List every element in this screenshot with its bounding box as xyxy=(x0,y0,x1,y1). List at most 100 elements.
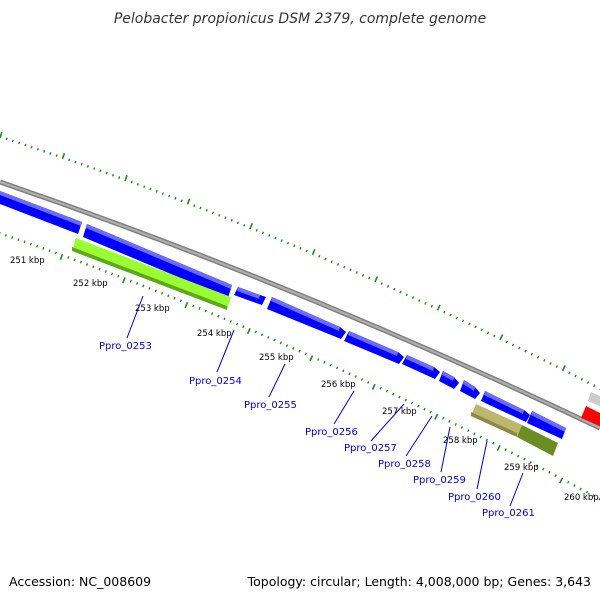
minor-tick xyxy=(110,272,114,276)
inner-tick-ring xyxy=(0,232,600,501)
minor-tick xyxy=(235,322,239,326)
minor-tick xyxy=(554,474,557,478)
feature-ppro-0261[interactable] xyxy=(517,425,558,456)
minor-tick xyxy=(236,221,240,225)
minor-tick xyxy=(304,352,307,356)
minor-tick xyxy=(324,257,327,261)
major-tick xyxy=(309,355,314,362)
major-tick xyxy=(558,477,564,484)
minor-tick xyxy=(42,247,45,250)
minor-tick xyxy=(218,213,221,217)
minor-tick xyxy=(142,284,145,288)
gene-label-ppro-0255[interactable]: Ppro_0255 xyxy=(244,400,297,411)
minor-tick xyxy=(217,314,220,318)
gene-block[interactable] xyxy=(588,392,600,406)
gene-label-ppro-0259[interactable]: Ppro_0259 xyxy=(413,475,466,486)
minor-tick xyxy=(504,448,507,452)
gene-label-ppro-0258[interactable]: Ppro_0258 xyxy=(378,459,431,470)
minor-tick xyxy=(555,365,558,369)
minor-tick xyxy=(541,467,545,471)
minor-tick xyxy=(460,426,464,429)
minor-tick xyxy=(354,375,357,378)
tick-label: 253 kbp xyxy=(135,304,170,314)
tick-label: 257 kbp xyxy=(382,407,417,417)
minor-tick xyxy=(323,360,326,364)
gene-label-ppro-0254[interactable]: Ppro_0254 xyxy=(189,376,242,387)
minor-tick xyxy=(543,358,546,362)
minor-tick xyxy=(279,341,282,345)
feature-blocks xyxy=(72,238,558,456)
tick-label: 252 kbp xyxy=(73,279,108,289)
minor-tick xyxy=(361,273,365,277)
gene-block[interactable] xyxy=(527,411,566,439)
minor-tick xyxy=(129,279,132,283)
minor-tick xyxy=(518,346,521,350)
map-title: Pelobacter propionicus DSM 2379, complet… xyxy=(114,11,486,27)
gene-label-ppro-0253[interactable]: Ppro_0253 xyxy=(99,341,152,352)
minor-tick xyxy=(442,416,445,420)
minor-tick xyxy=(43,149,46,153)
minor-tick xyxy=(230,218,233,222)
gene-label-ppro-0261[interactable]: Ppro_0261 xyxy=(482,508,535,519)
minor-tick xyxy=(274,236,277,240)
minor-tick xyxy=(54,251,57,255)
tick-label: 255 kbp xyxy=(259,353,294,363)
minor-tick xyxy=(48,249,51,253)
minor-tick xyxy=(285,344,289,347)
minor-tick xyxy=(404,398,407,402)
forward-strand-genes xyxy=(0,191,600,439)
minor-tick xyxy=(360,378,364,381)
gene-ppro-0254[interactable] xyxy=(83,224,232,298)
minor-tick xyxy=(224,216,227,220)
minor-tick xyxy=(68,158,71,162)
minor-tick xyxy=(18,141,21,145)
gene-label-ppro-0256[interactable]: Ppro_0256 xyxy=(305,427,358,438)
accession-text: Accession: NC_008609 xyxy=(9,574,151,589)
minor-tick xyxy=(380,282,383,285)
minor-tick xyxy=(585,490,589,494)
tick-labels: 251 kbp 252 kbp 253 kbp 254 kbp 255 kbp … xyxy=(10,256,599,503)
tick-label: 251 kbp xyxy=(10,256,45,266)
gene-ppro-0260[interactable] xyxy=(460,380,480,399)
tick-label: 256 kbp xyxy=(321,380,356,390)
minor-tick xyxy=(30,145,33,149)
minor-tick xyxy=(130,180,133,184)
minor-tick xyxy=(392,392,395,396)
minor-tick xyxy=(168,194,171,198)
label-leaders xyxy=(126,295,524,507)
major-tick xyxy=(59,253,64,260)
gene-ppro-0259[interactable] xyxy=(439,371,459,389)
minor-tick xyxy=(591,494,595,498)
feature-ppro-0253[interactable] xyxy=(72,238,231,310)
tick-label: 260 kbp xyxy=(564,493,599,503)
gene-block[interactable] xyxy=(581,406,600,426)
minor-tick xyxy=(286,241,290,245)
minor-tick xyxy=(449,313,452,317)
minor-tick xyxy=(73,258,76,262)
minor-tick xyxy=(136,183,139,186)
major-tick xyxy=(436,304,441,311)
minor-tick xyxy=(336,263,340,266)
minor-tick xyxy=(210,312,214,315)
minor-tick xyxy=(79,260,82,264)
tick-label: 258 kbp xyxy=(443,436,478,446)
feature-ppro-0260[interactable] xyxy=(471,404,522,437)
minor-tick xyxy=(192,304,195,308)
minor-tick xyxy=(255,228,258,232)
minor-tick xyxy=(160,291,164,295)
gene-label-ppro-0260[interactable]: Ppro_0260 xyxy=(448,492,501,503)
minor-tick xyxy=(511,343,515,347)
major-tick xyxy=(61,152,66,160)
minor-tick xyxy=(549,362,552,365)
minor-tick xyxy=(329,363,332,367)
gene-label-ppro-0257[interactable]: Ppro_0257 xyxy=(344,443,397,454)
minor-tick xyxy=(243,223,246,227)
minor-tick xyxy=(205,209,208,212)
major-tick xyxy=(561,365,566,372)
minor-tick xyxy=(161,192,164,196)
minor-tick xyxy=(523,457,526,461)
minor-tick xyxy=(479,435,482,439)
minor-tick xyxy=(510,451,514,455)
minor-tick xyxy=(86,165,89,168)
minor-tick xyxy=(74,160,77,164)
